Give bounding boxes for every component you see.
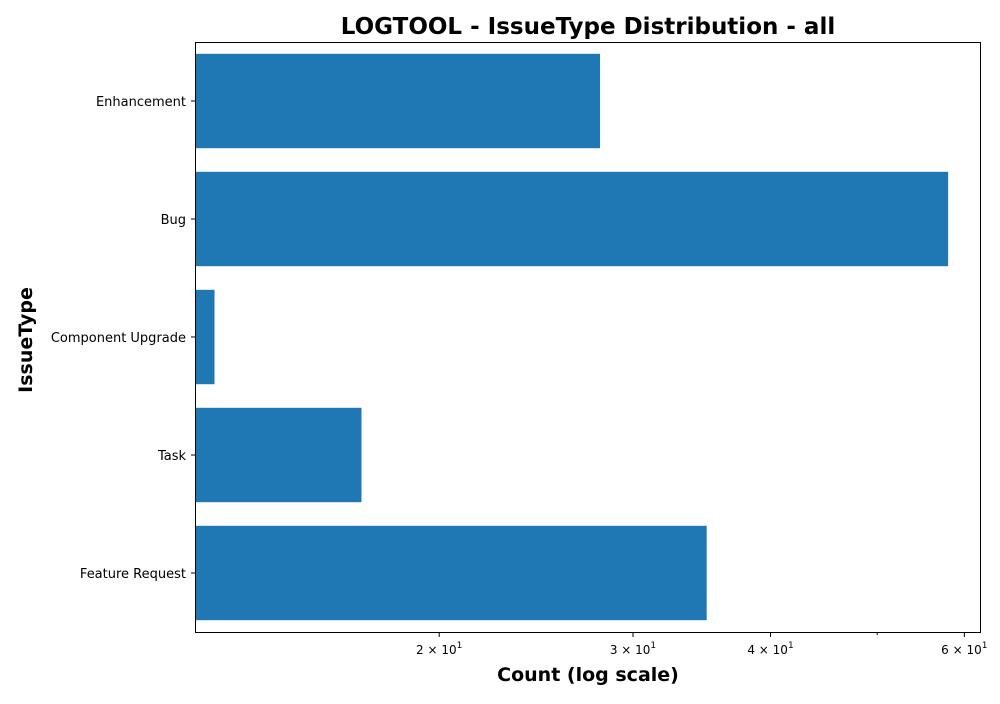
x-tick-label: 6 × 101 bbox=[941, 641, 987, 657]
x-tick-label: 2 × 101 bbox=[416, 641, 462, 657]
bar-enhancement bbox=[195, 53, 601, 149]
y-axis-ticks: Enhancement Bug Component Upgrade Task Featu… bbox=[51, 95, 195, 582]
y-tick-label: Task bbox=[157, 449, 187, 464]
x-tick-label: 4 × 101 bbox=[747, 641, 793, 657]
bar-task bbox=[195, 407, 362, 503]
bars-layer bbox=[195, 53, 949, 621]
plot-frame bbox=[195, 42, 981, 633]
bar-component-upgrade bbox=[195, 289, 215, 385]
y-tick-label: Bug bbox=[161, 213, 186, 228]
x-axis-ticks: 2 × 101 3 × 101 4 × 101 6 × 101 bbox=[416, 632, 987, 657]
bar-feature-request bbox=[195, 525, 707, 621]
bar-bug bbox=[195, 171, 949, 267]
y-tick-label: Feature Request bbox=[80, 567, 186, 582]
x-axis-label: Count (log scale) bbox=[497, 664, 679, 686]
chart-title: LOGTOOL - IssueType Distribution - all bbox=[341, 14, 835, 40]
x-tick-label: 3 × 101 bbox=[610, 641, 656, 657]
y-axis-label: IssueType bbox=[15, 287, 37, 393]
y-tick-label: Enhancement bbox=[96, 95, 186, 110]
y-tick-label: Component Upgrade bbox=[51, 331, 186, 346]
